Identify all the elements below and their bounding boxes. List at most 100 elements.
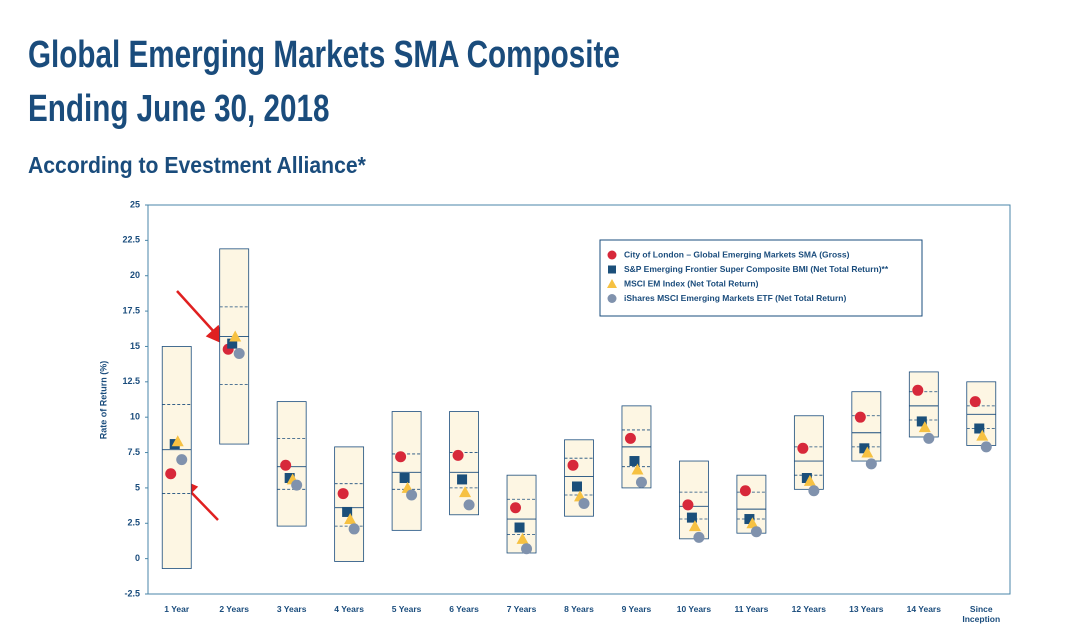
x-tick-label: 7 Years	[506, 604, 537, 614]
legend-marker	[607, 279, 617, 288]
range-box	[391, 411, 422, 531]
x-tick-label: Since Inception	[962, 604, 1001, 624]
x-tick-label: 12 Years	[791, 604, 827, 614]
arrow	[176, 290, 217, 335]
arrow	[187, 488, 219, 521]
legend-label: iShares MSCI Emerging Markets ETF (Net T…	[624, 293, 846, 303]
plot-frame	[147, 204, 1011, 595]
x-tick-label: 6 Years	[449, 604, 479, 614]
marker-triangle	[229, 330, 242, 342]
marker-triangle	[861, 446, 874, 458]
marker-square	[342, 506, 353, 517]
marker-square	[744, 514, 755, 525]
x-tick-label: 5 Years	[391, 604, 422, 614]
marker-circle	[348, 523, 360, 535]
legend-marker	[608, 265, 616, 274]
marker-circle	[923, 432, 935, 444]
marker-square	[284, 473, 295, 484]
x-tick-label: 11 Years	[734, 604, 769, 614]
marker-circle	[578, 497, 590, 509]
legend-label: City of London – Global Emerging Markets…	[624, 249, 850, 259]
marker-circle	[165, 468, 177, 480]
range-box	[334, 446, 365, 562]
marker-triangle	[746, 517, 759, 529]
x-tick-label: 10 Years	[676, 604, 712, 614]
y-tick-label: 10	[130, 412, 140, 422]
marker-circle	[176, 454, 188, 466]
range-box	[449, 411, 479, 516]
marker-square	[916, 416, 927, 427]
y-tick-label: 5	[135, 482, 140, 492]
marker-triangle	[803, 474, 816, 486]
marker-circle	[912, 384, 924, 396]
marker-circle	[854, 411, 866, 423]
marker-circle	[452, 449, 464, 461]
marker-circle	[739, 485, 751, 497]
y-tick-label: -2.5	[124, 588, 140, 598]
y-tick-label: 22.5	[122, 235, 140, 245]
marker-square	[399, 473, 410, 484]
marker-triangle	[688, 520, 701, 532]
x-tick-label: 3 Years	[276, 604, 307, 614]
legend-box	[599, 239, 923, 317]
marker-circle	[510, 502, 522, 514]
range-box	[908, 371, 939, 438]
marker-square	[572, 481, 582, 492]
marker-circle	[865, 458, 877, 470]
x-tick-label: 14 Years	[906, 604, 941, 614]
legend-marker	[607, 250, 617, 260]
marker-circle	[233, 348, 245, 360]
marker-circle	[337, 488, 349, 500]
marker-square	[227, 338, 238, 349]
marker-circle	[969, 396, 981, 408]
marker-circle	[635, 476, 647, 488]
marker-triangle	[344, 513, 357, 525]
y-tick-label: 0	[135, 553, 140, 563]
marker-circle	[980, 441, 992, 453]
marker-circle	[463, 499, 475, 511]
marker-triangle	[631, 463, 644, 475]
marker-square	[457, 474, 468, 485]
marker-triangle	[918, 421, 931, 433]
marker-square	[859, 443, 870, 454]
x-tick-label: 9 Years	[621, 604, 652, 614]
subtitle: Ending June 30, 2018	[28, 88, 330, 130]
marker-square	[974, 423, 985, 434]
marker-circle	[521, 543, 533, 555]
marker-circle	[797, 442, 809, 454]
marker-square	[686, 512, 697, 523]
marker-circle	[693, 531, 705, 543]
y-tick-label: 20	[130, 270, 140, 280]
y-tick-label: 15	[130, 341, 140, 351]
marker-circle	[395, 451, 407, 463]
title: Global Emerging Markets SMA Composite	[28, 34, 620, 76]
legend-label: MSCI EM Index (Net Total Return)	[624, 278, 759, 288]
y-tick-label: 17.5	[122, 305, 140, 315]
x-tick-label: 1 Year	[164, 604, 190, 614]
y-tick-label: 25	[130, 199, 140, 209]
marker-circle	[808, 485, 820, 497]
x-tick-label: 2 Years	[219, 604, 249, 614]
marker-triangle	[459, 486, 472, 498]
y-tick-label: 12.5	[122, 376, 140, 386]
marker-triangle	[976, 429, 989, 441]
y-tick-label: 7.5	[127, 447, 140, 457]
marker-circle	[624, 432, 636, 444]
marker-circle	[406, 489, 418, 501]
marker-circle	[291, 479, 303, 491]
x-tick-label: 4 Years	[334, 604, 364, 614]
subtitle2: According to Evestment Alliance*	[28, 152, 366, 178]
legend-marker	[607, 294, 617, 303]
marker-circle	[682, 499, 694, 511]
legend-label: S&P Emerging Frontier Super Composite BM…	[624, 264, 889, 274]
x-tick-label: 8 Years	[564, 604, 594, 614]
marker-square	[514, 522, 525, 533]
marker-circle	[280, 459, 292, 471]
marker-square	[629, 456, 640, 467]
marker-square	[801, 473, 812, 484]
marker-circle	[567, 459, 579, 471]
y-tick-label: 2.5	[127, 518, 140, 528]
y-axis-label: Rate of Return (%)	[98, 361, 108, 440]
